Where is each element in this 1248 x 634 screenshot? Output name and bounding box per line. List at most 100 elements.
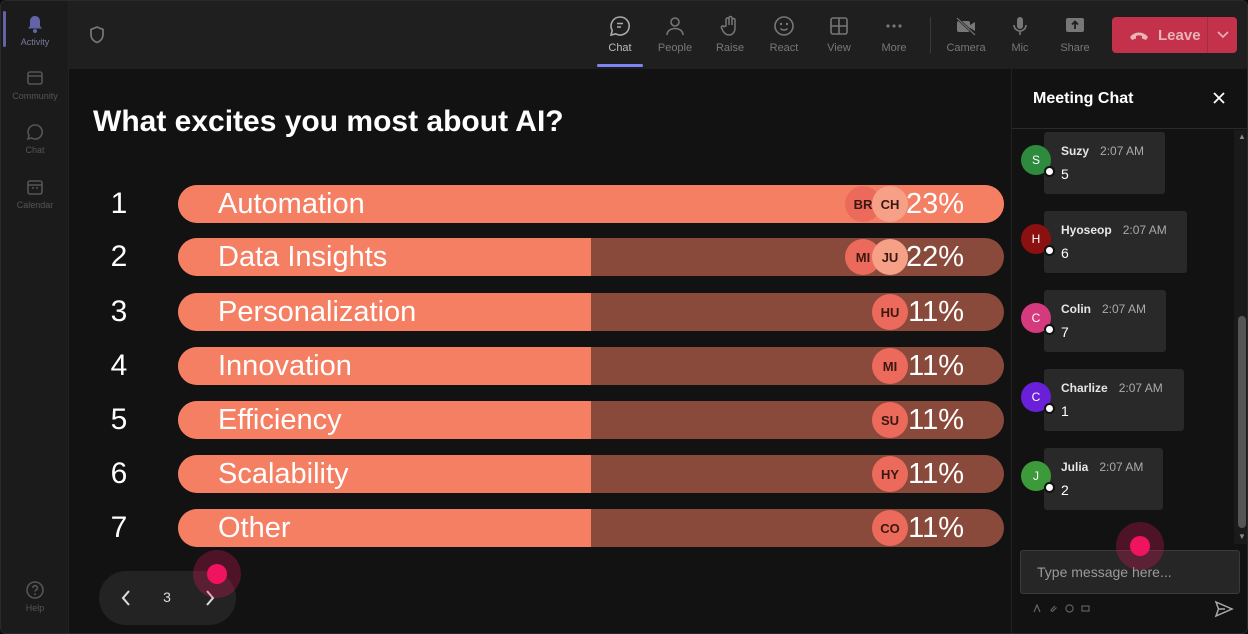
sender-avatar[interactable]: H <box>1021 224 1051 254</box>
chat-bubble-icon <box>607 13 633 39</box>
gif-icon[interactable] <box>1080 603 1090 613</box>
shield-icon[interactable] <box>87 25 107 45</box>
poll-option-percent: 11% <box>908 350 964 382</box>
help-icon <box>24 579 46 601</box>
toolbar-react-button[interactable]: React <box>759 13 809 54</box>
voter-avatar: CO <box>872 510 908 546</box>
toolbar-camera-button[interactable]: Camera <box>941 13 991 54</box>
format-icon[interactable] <box>1032 603 1042 613</box>
rail-item-label: Community <box>12 91 58 101</box>
voter-avatar: HY <box>872 456 908 492</box>
toolbar-share-button[interactable]: Share <box>1050 13 1100 54</box>
left-rail: Activity Community Chat Calendar Help <box>1 1 69 633</box>
message-bubble[interactable]: Suzy 2:07 AM 5 <box>1044 132 1165 194</box>
poll-option-label: Efficiency <box>218 404 342 436</box>
presence-status-icon <box>1044 482 1055 493</box>
poll-option-rank: 7 <box>110 511 128 544</box>
poll-option-bar: Efficiency SU 11% <box>178 401 1004 439</box>
rail-item-help[interactable]: Help <box>1 579 69 613</box>
chat-message[interactable]: Suzy 2:07 AM 5 S <box>1012 132 1234 196</box>
toolbar-more-button[interactable]: More <box>869 13 919 54</box>
poll-option-fill <box>178 509 591 547</box>
message-time: 2:07 AM <box>1099 460 1144 474</box>
rail-item-chat[interactable]: Chat <box>1 121 69 155</box>
poll-option-percent: 11% <box>908 458 964 490</box>
chat-message[interactable]: Julia 2:07 AM 2 J <box>1012 448 1234 512</box>
rail-item-label: Calendar <box>16 200 54 210</box>
toolbar-raise-button[interactable]: Raise <box>705 13 755 54</box>
chat-message-list[interactable]: Suzy 2:07 AM 5 S Hyoseop 2:07 AM 6 H Colin 2:07 A… <box>1012 130 1234 544</box>
toolbar-people-button[interactable]: People <box>650 13 700 54</box>
pointer-highlight <box>1116 522 1164 570</box>
scrollbar-thumb[interactable] <box>1238 316 1246 528</box>
message-bubble[interactable]: Julia 2:07 AM 2 <box>1044 448 1163 510</box>
rail-active-indicator <box>3 11 6 47</box>
prev-page-button[interactable] <box>113 585 139 611</box>
page-number: 3 <box>163 589 171 605</box>
message-bubble[interactable]: Hyoseop 2:07 AM 6 <box>1044 211 1187 273</box>
toolbar-people-label: People <box>657 42 693 54</box>
poll-results: What excites you most about AI? 1 Automat… <box>69 69 1011 633</box>
chat-message[interactable]: Hyoseop 2:07 AM 6 H <box>1012 211 1234 275</box>
toolbar-view-button[interactable]: View <box>814 13 864 54</box>
poll-option-bar: Scalability HY 11% <box>178 455 1004 493</box>
message-input-box[interactable] <box>1020 550 1240 594</box>
presence-status-icon <box>1044 324 1055 335</box>
scroll-down-icon[interactable]: ▼ <box>1238 532 1246 541</box>
message-text: 6 <box>1061 245 1069 261</box>
chat-title: Meeting Chat <box>1033 90 1134 107</box>
poll-option-row: 1 Automation BR CH 23% <box>99 185 1009 225</box>
rail-item-calendar[interactable]: Calendar <box>1 176 69 210</box>
toolbar-raise-label: Raise <box>715 42 745 54</box>
message-bubble[interactable]: Charlize 2:07 AM 1 <box>1044 369 1184 431</box>
poll-option-bar: Data Insights MI JU 22% <box>178 238 1004 276</box>
poll-option-row: 2 Data Insights MI JU 22% <box>99 238 1009 278</box>
chat-scrollbar[interactable]: ▲ ▼ <box>1234 130 1247 544</box>
rail-item-label: Chat <box>25 145 45 155</box>
poll-option-bar: Innovation MI 11% <box>178 347 1004 385</box>
message-text: 5 <box>1061 166 1069 182</box>
toolbar-camera-label: Camera <box>946 42 986 54</box>
poll-option-row: 6 Scalability HY 11% <box>99 455 1009 495</box>
leave-main[interactable]: Leave <box>1112 17 1208 53</box>
poll-option-percent: 11% <box>908 296 964 328</box>
hang-up-icon <box>1128 28 1150 42</box>
emoji-icon[interactable] <box>1064 603 1074 613</box>
scroll-up-icon[interactable]: ▲ <box>1238 132 1246 141</box>
poll-option-percent: 11% <box>908 512 964 544</box>
camera-off-icon <box>953 13 979 39</box>
poll-option-label: Automation <box>218 188 365 220</box>
close-icon[interactable] <box>1210 89 1228 107</box>
leave-button[interactable]: Leave <box>1112 17 1237 53</box>
toolbar-chat-label: Chat <box>608 42 632 54</box>
voter-avatar: HU <box>872 294 908 330</box>
raise-hand-icon <box>717 13 743 39</box>
toolbar-chat-button[interactable]: Chat <box>595 13 645 54</box>
poll-option-bar: Personalization HU 11% <box>178 293 1004 331</box>
next-page-button[interactable] <box>197 585 223 611</box>
chat-format-tools <box>1032 603 1090 613</box>
rail-item-activity[interactable]: Activity <box>1 13 69 47</box>
poll-option-rank: 6 <box>110 457 128 490</box>
people-icon <box>662 13 688 39</box>
toolbar-mic-button[interactable]: Mic <box>995 13 1045 54</box>
toolbar-more-label: More <box>881 42 907 54</box>
toolbar-separator <box>930 17 931 53</box>
chat-message[interactable]: Colin 2:07 AM 7 C <box>1012 290 1234 354</box>
bell-icon <box>24 13 46 35</box>
poll-option-label: Data Insights <box>218 241 388 273</box>
attach-icon[interactable] <box>1048 603 1058 613</box>
poll-option-rank: 3 <box>110 295 128 328</box>
toolbar-share-label: Share <box>1060 42 1090 54</box>
chat-message[interactable]: Charlize 2:07 AM 1 C <box>1012 369 1234 433</box>
leave-options-dropdown[interactable] <box>1208 31 1237 39</box>
rail-item-community[interactable]: Community <box>1 67 69 101</box>
poll-option-rank: 4 <box>110 349 128 382</box>
message-input[interactable] <box>1037 564 1223 580</box>
meeting-toolbar: Chat People Raise React View <box>69 1 1247 69</box>
send-icon[interactable] <box>1214 599 1234 619</box>
toolbar-mic-label: Mic <box>1011 42 1029 54</box>
message-bubble[interactable]: Colin 2:07 AM 7 <box>1044 290 1166 352</box>
toolbar-active-underline <box>597 64 643 67</box>
